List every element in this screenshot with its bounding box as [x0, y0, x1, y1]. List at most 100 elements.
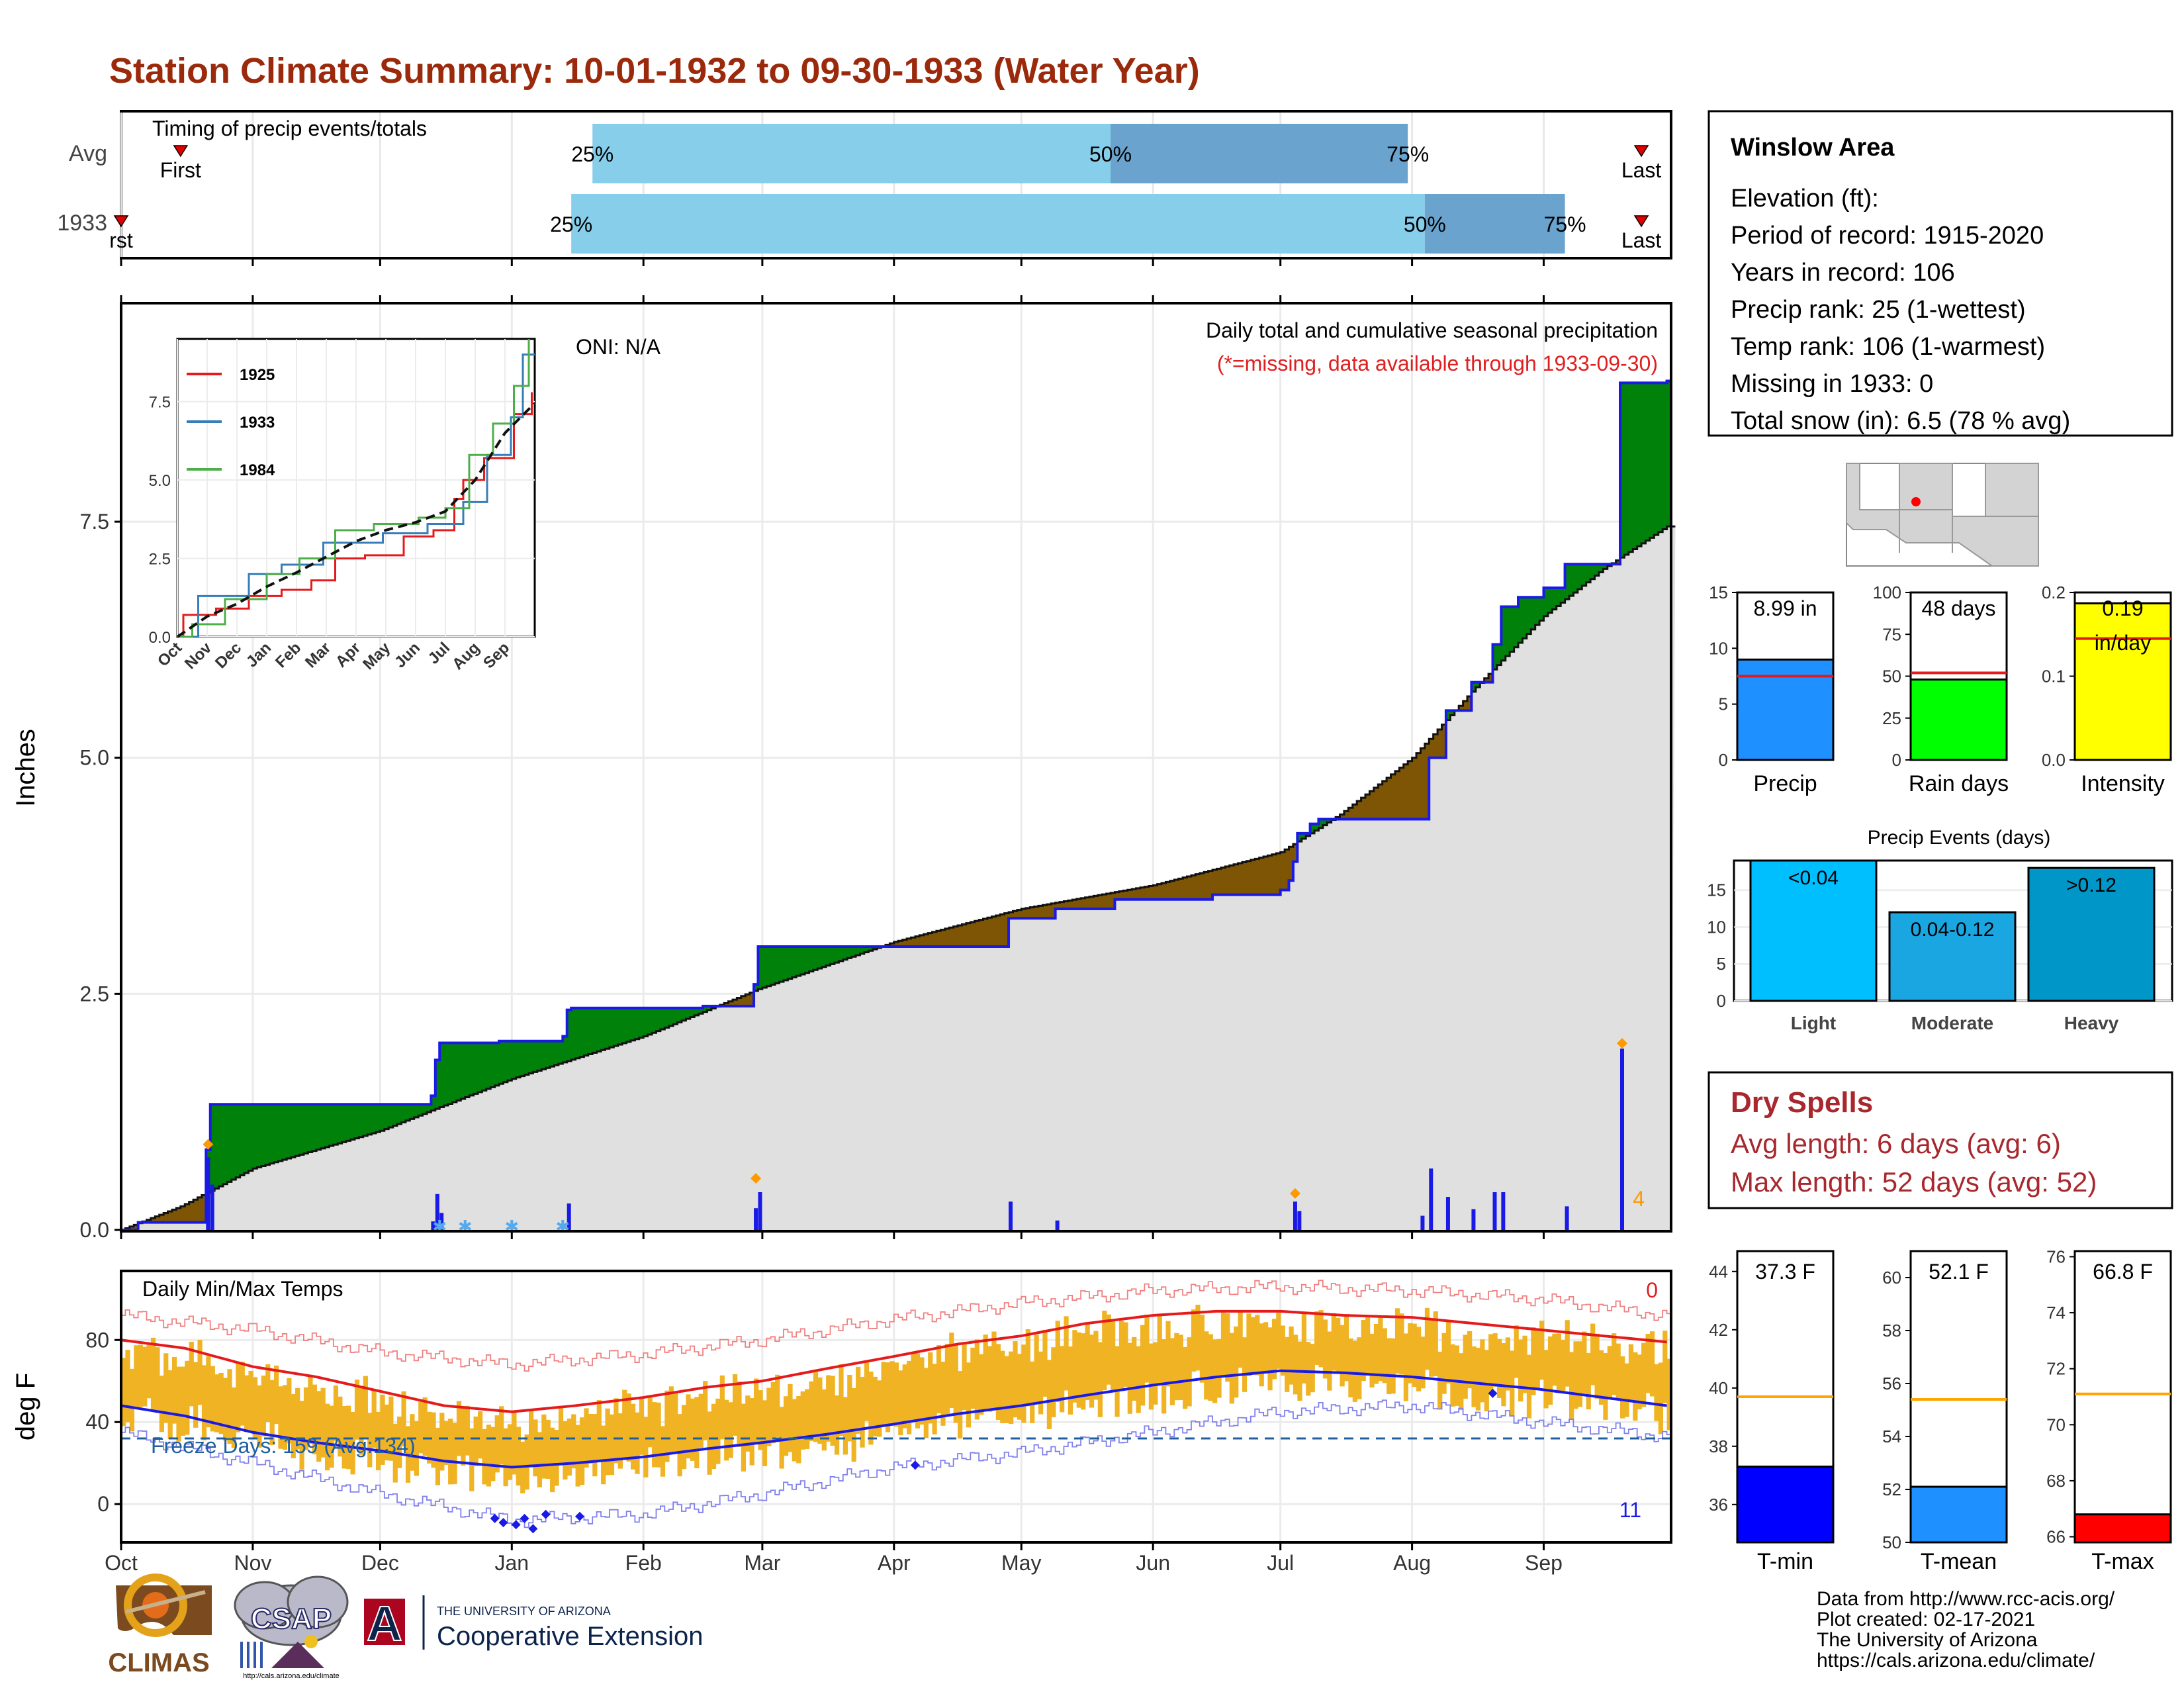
- surplus-fill: [864, 947, 869, 953]
- surplus-fill: [630, 1008, 635, 1041]
- deficit-fill: [1390, 774, 1396, 820]
- summary-bar-precip: [1736, 658, 1835, 761]
- daily-temp-bar: [987, 1346, 993, 1412]
- summary-ytick-label: 25: [1882, 708, 1901, 728]
- daily-temp-bar: [1127, 1342, 1132, 1414]
- daily-temp-bar: [766, 1387, 772, 1446]
- deficit-fill: [737, 998, 742, 1006]
- surplus-fill: [533, 1041, 538, 1072]
- surplus-fill: [770, 947, 776, 985]
- deficit-fill: [176, 1207, 181, 1223]
- surplus-fill: [1633, 383, 1638, 549]
- freeze-days-text: Freeze Days: 159 (Avg:134): [151, 1434, 416, 1458]
- surplus-fill: [346, 1104, 351, 1141]
- deficit-fill: [134, 1225, 139, 1230]
- deficit-fill: [1102, 894, 1107, 909]
- daily-temp-bar: [1093, 1331, 1099, 1400]
- daily-temp-bar: [197, 1340, 203, 1405]
- daily-temp-bar: [1420, 1336, 1426, 1389]
- deficit-fill: [1488, 674, 1494, 682]
- daily-temp-bar: [167, 1370, 173, 1440]
- daily-temp-bar: [554, 1429, 559, 1486]
- daily-temp-bar: [193, 1362, 199, 1428]
- daily-temp-bar: [465, 1405, 470, 1456]
- daily-temp-bar: [261, 1376, 266, 1436]
- surplus-fill: [218, 1104, 224, 1187]
- temp-summary-ytick-label: 36: [1709, 1495, 1728, 1515]
- surplus-fill: [783, 947, 788, 980]
- daily-temp-bar: [252, 1377, 258, 1440]
- daily-temp-bar: [966, 1362, 972, 1428]
- temp-summary-ytick-label: 60: [1882, 1268, 1901, 1288]
- surplus-fill: [1505, 606, 1510, 657]
- summary-ytick-label: 10: [1709, 638, 1728, 658]
- month-label-jul: Jul: [1267, 1551, 1294, 1575]
- deficit-fill: [911, 937, 916, 947]
- record-cold-marker: [511, 1520, 521, 1530]
- surplus-fill: [681, 1008, 686, 1021]
- daily-temp-bar: [694, 1397, 700, 1469]
- month-label-apr: Apr: [878, 1551, 911, 1575]
- temp-summary-value: 52.1 F: [1929, 1260, 1989, 1284]
- daily-temp-bar: [686, 1394, 691, 1459]
- surplus-fill: [1531, 597, 1536, 630]
- temp-summary-bar-t-max: [2073, 1513, 2172, 1544]
- daily-temp-bar: [545, 1419, 551, 1479]
- summary-ytick-label: 50: [1882, 667, 1901, 686]
- daily-temp-bar: [401, 1391, 406, 1446]
- deficit-fill: [949, 927, 954, 947]
- surplus-fill: [312, 1104, 317, 1151]
- deficit-fill: [1017, 910, 1022, 919]
- deficit-fill: [970, 921, 976, 947]
- daily-precip-bar: [1055, 1220, 1060, 1230]
- precip-y-axis: 0.0 2.5 5.0 7.5: [80, 510, 121, 1242]
- deficit-fill: [1055, 902, 1060, 909]
- daily-temp-bar: [189, 1341, 194, 1407]
- surplus-fill: [1552, 587, 1557, 610]
- daily-temp-bar: [681, 1405, 687, 1470]
- daily-temp-bar: [1357, 1337, 1362, 1399]
- surplus-fill: [817, 947, 823, 969]
- surplus-fill: [639, 1008, 644, 1038]
- month-label-jun: Jun: [1136, 1551, 1170, 1575]
- timing-1933-first-marker: [113, 215, 129, 228]
- surplus-fill: [338, 1104, 343, 1144]
- daily-temp-bar: [494, 1415, 500, 1473]
- daily-temp-bar: [516, 1427, 521, 1486]
- daily-temp-bar: [1612, 1333, 1617, 1395]
- daily-temp-bar: [333, 1385, 339, 1442]
- surplus-fill: [1666, 381, 1672, 527]
- surplus-fill: [537, 1041, 542, 1071]
- surplus-fill: [341, 1104, 347, 1143]
- daily-precip-bar: [431, 1221, 435, 1230]
- station-line-period: Period of record: 1915-2020: [1731, 222, 2044, 250]
- daily-temp-bar: [660, 1426, 666, 1477]
- surplus-fill: [826, 947, 831, 966]
- surplus-fill: [567, 1009, 572, 1061]
- daily-temp-bar: [805, 1389, 810, 1449]
- temp-summary-label: T-max: [2091, 1549, 2154, 1574]
- precip-ytick-label: 2.5: [80, 982, 109, 1006]
- precip-events-chart: Precip Events (days) 0 5 10 15 <0.04 Light 0.0…: [1707, 827, 2173, 1033]
- daily-temp-bar: [1378, 1316, 1383, 1382]
- deficit-fill: [1118, 891, 1124, 900]
- daily-temp-bar: [1076, 1332, 1081, 1408]
- daily-temp-bar: [639, 1399, 645, 1455]
- deficit-fill: [928, 933, 933, 947]
- daily-precip-bar: [210, 1184, 214, 1230]
- station-line-years: Years in record: 106: [1731, 259, 1955, 287]
- daily-temp-bar: [1115, 1346, 1120, 1417]
- deficit-fill: [932, 931, 937, 947]
- surplus-fill: [617, 1008, 623, 1045]
- daily-temp-bar: [703, 1381, 708, 1440]
- daily-temp-bar: [749, 1398, 754, 1466]
- summary-ytick-label: 0: [1892, 750, 1901, 770]
- temp-summary-label: T-mean: [1921, 1549, 1997, 1574]
- timing-avg-first-label: First: [160, 158, 201, 182]
- surplus-fill: [1522, 597, 1527, 639]
- surplus-fill: [1492, 644, 1498, 670]
- surplus-fill: [405, 1104, 410, 1121]
- daily-temp-bar: [622, 1389, 627, 1459]
- deficit-fill: [919, 935, 925, 947]
- daily-temp-bar: [1641, 1342, 1647, 1407]
